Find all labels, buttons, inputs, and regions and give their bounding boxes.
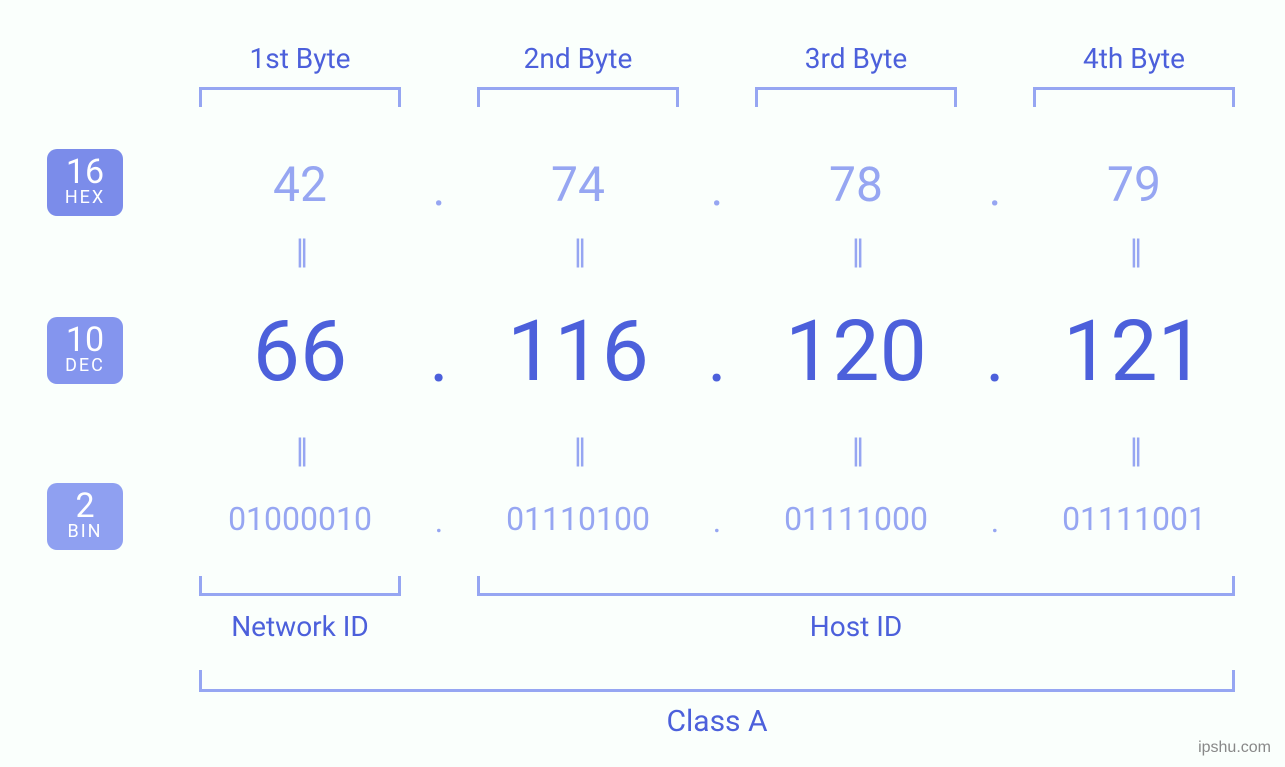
base-badge-bin-name: BIN bbox=[47, 523, 123, 542]
dec-value-2: 116 bbox=[469, 302, 687, 401]
dec-dot-2: . bbox=[687, 314, 747, 399]
hex-value-4: 79 bbox=[1025, 156, 1243, 213]
hex-dot-3: . bbox=[965, 160, 1025, 217]
equals-mark: || bbox=[1104, 232, 1164, 272]
hex-dot-1: . bbox=[409, 160, 469, 217]
group-bracket bbox=[477, 576, 1235, 596]
group-bracket bbox=[199, 670, 1235, 692]
dec-dot-1: . bbox=[409, 314, 469, 399]
byte-label-3: 3rd Byte bbox=[747, 42, 965, 75]
equals-mark: || bbox=[270, 431, 330, 471]
bin-value-4: 01111001 bbox=[1025, 500, 1243, 538]
base-badge-hex-num: 16 bbox=[47, 155, 123, 191]
dec-value-4: 121 bbox=[1025, 302, 1243, 401]
byte-bracket-2 bbox=[477, 87, 679, 107]
equals-mark: || bbox=[548, 232, 608, 272]
class-label: Class A bbox=[199, 704, 1235, 739]
equals-mark: || bbox=[826, 232, 886, 272]
byte-bracket-1 bbox=[199, 87, 401, 107]
group-bracket bbox=[199, 576, 401, 596]
base-badge-dec: 10DEC bbox=[47, 317, 123, 384]
bin-value-3: 01111000 bbox=[747, 500, 965, 538]
byte-bracket-3 bbox=[755, 87, 957, 107]
dec-value-3: 120 bbox=[747, 302, 965, 401]
hex-value-1: 42 bbox=[191, 156, 409, 213]
bin-value-1: 01000010 bbox=[191, 500, 409, 538]
base-badge-bin: 2BIN bbox=[47, 483, 123, 550]
hex-value-2: 74 bbox=[469, 156, 687, 213]
watermark: ipshu.com bbox=[1198, 739, 1271, 757]
bin-dot-2: . bbox=[687, 502, 747, 540]
network-id-label: Network ID bbox=[199, 610, 401, 643]
bin-dot-1: . bbox=[409, 502, 469, 540]
base-badge-bin-num: 2 bbox=[47, 489, 123, 525]
dec-value-1: 66 bbox=[191, 302, 409, 401]
equals-mark: || bbox=[1104, 431, 1164, 471]
base-badge-hex-name: HEX bbox=[47, 189, 123, 208]
bin-value-2: 01110100 bbox=[469, 500, 687, 538]
byte-bracket-4 bbox=[1033, 87, 1235, 107]
byte-label-4: 4th Byte bbox=[1025, 42, 1243, 75]
equals-mark: || bbox=[548, 431, 608, 471]
hex-value-3: 78 bbox=[747, 156, 965, 213]
host-id-label: Host ID bbox=[477, 610, 1235, 643]
equals-mark: || bbox=[270, 232, 330, 272]
base-badge-dec-name: DEC bbox=[47, 357, 123, 376]
bin-dot-3: . bbox=[965, 502, 1025, 540]
base-badge-hex: 16HEX bbox=[47, 149, 123, 216]
byte-label-2: 2nd Byte bbox=[469, 42, 687, 75]
hex-dot-2: . bbox=[687, 160, 747, 217]
base-badge-dec-num: 10 bbox=[47, 323, 123, 359]
dec-dot-3: . bbox=[965, 314, 1025, 399]
byte-label-1: 1st Byte bbox=[191, 42, 409, 75]
equals-mark: || bbox=[826, 431, 886, 471]
